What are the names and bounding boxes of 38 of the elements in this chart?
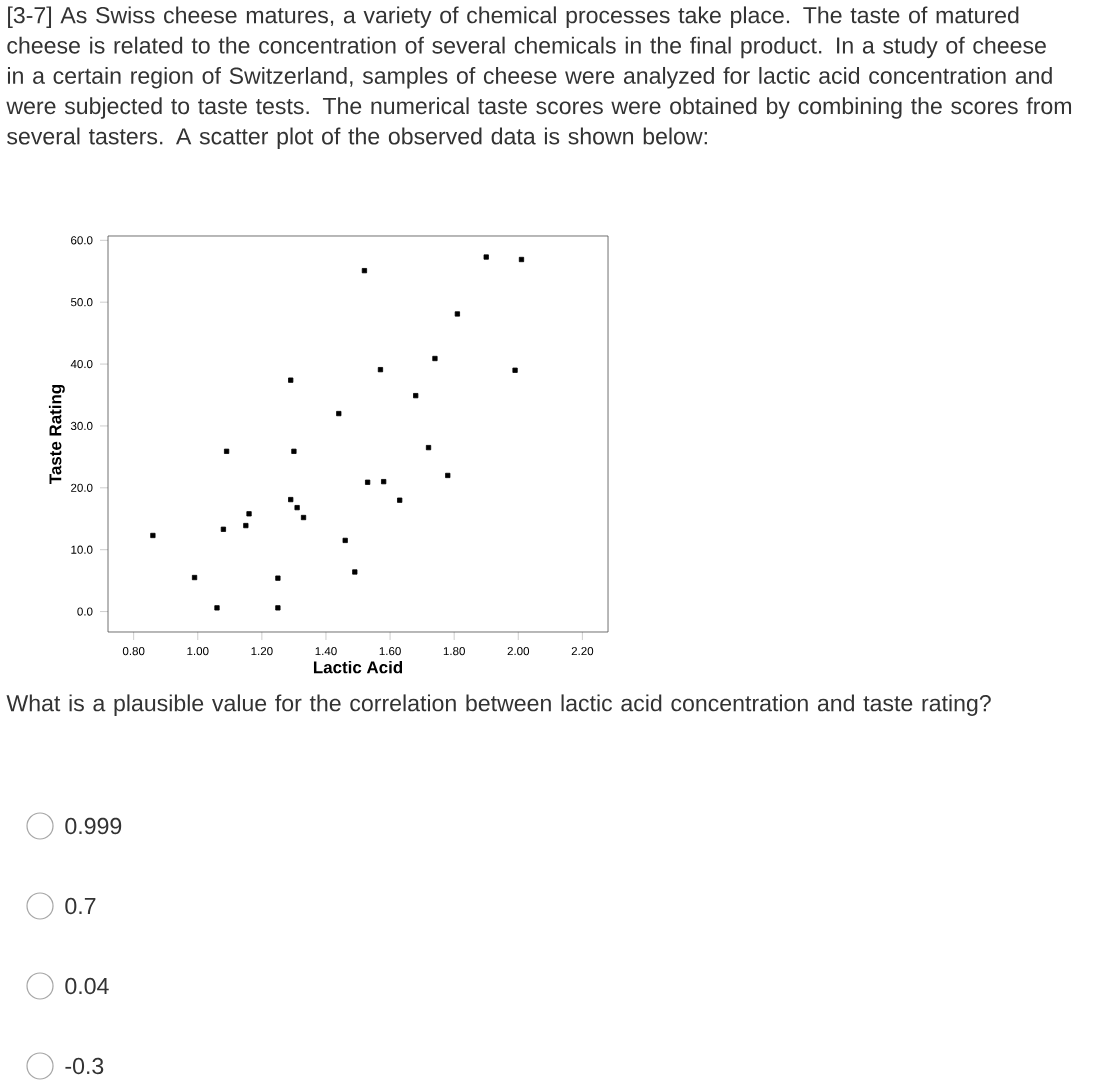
point: [512, 367, 518, 373]
point: [352, 569, 358, 575]
point: [518, 256, 525, 263]
point: [413, 393, 419, 399]
point: [243, 522, 249, 529]
point: [445, 472, 451, 479]
point: [377, 367, 384, 373]
point: [381, 479, 387, 485]
text: -0.3: [65, 1057, 104, 1075]
point: [191, 574, 198, 581]
point: [150, 532, 156, 539]
point: [432, 355, 438, 362]
point: [288, 377, 294, 383]
point: [425, 445, 432, 451]
point: [300, 514, 307, 521]
point: [275, 575, 281, 581]
x-axis-title: Lactic Acid: [313, 660, 403, 674]
point: [342, 537, 348, 544]
point: [291, 448, 297, 454]
text: 0.999: [65, 817, 122, 835]
point: [361, 268, 368, 274]
text: 0.7: [65, 897, 96, 915]
point: [214, 605, 220, 611]
text: 0.04: [65, 977, 109, 995]
point: [483, 254, 489, 260]
point: [397, 497, 403, 503]
point: [275, 605, 281, 611]
chart-title: [3-7] As Swiss cheese matures, a variety of chemical processes take place. The taste of matured cheese is related to the concentration of several chemicals in the final product. In a study of cheese in a certain region of Switzerland, samples of cheese were analyzed for lactic acid concentration and were subjected to taste tests. The numerical taste scores were obtained by combining the scores from several tasters. A scatter plot of the observed data is shown below:: [6, 6, 1072, 150]
y-axis-title: Taste Rating: [48, 384, 65, 484]
point: [224, 448, 230, 454]
point: [220, 526, 226, 532]
point: [336, 410, 342, 417]
point: [365, 479, 371, 485]
point: [246, 511, 252, 517]
text: What is a plausible value for the correlation between lactic acid concentration and taste rating?: [6, 694, 991, 716]
point: [288, 496, 294, 503]
point: [294, 505, 300, 511]
point: [454, 311, 460, 317]
